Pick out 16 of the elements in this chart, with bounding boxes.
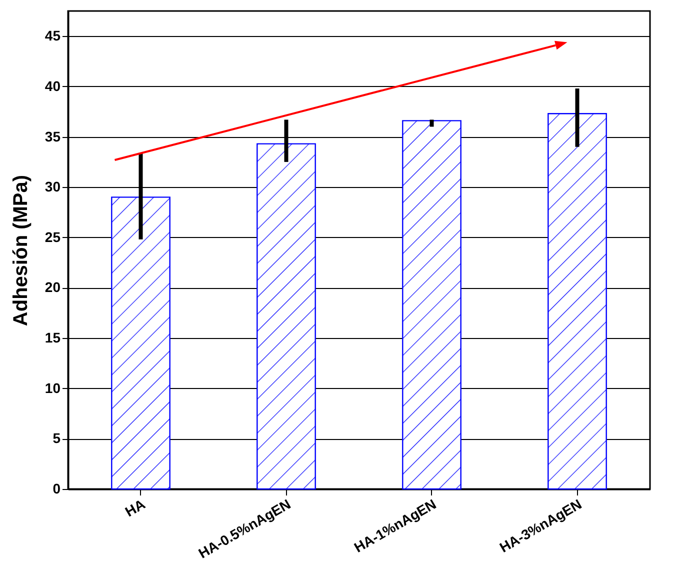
y-tick-label: 35 — [44, 128, 61, 144]
bar — [402, 120, 462, 490]
y-tick-label: 10 — [44, 380, 61, 396]
y-tick-label: 30 — [44, 178, 61, 195]
y-axis-title: Adhesión (MPa) — [10, 174, 32, 326]
bar — [256, 143, 316, 490]
y-tick-label: 0 — [52, 480, 61, 496]
x-tick-label: HA — [122, 496, 148, 520]
y-tick-label: 20 — [44, 279, 61, 296]
y-tick-label: 40 — [44, 78, 61, 94]
y-tick-label: 15 — [44, 330, 61, 346]
bar — [548, 113, 607, 490]
bar — [111, 196, 170, 490]
y-tick-label: 5 — [52, 430, 61, 446]
y-tick-label: 25 — [44, 228, 61, 245]
y-tick-label: 45 — [44, 28, 61, 44]
